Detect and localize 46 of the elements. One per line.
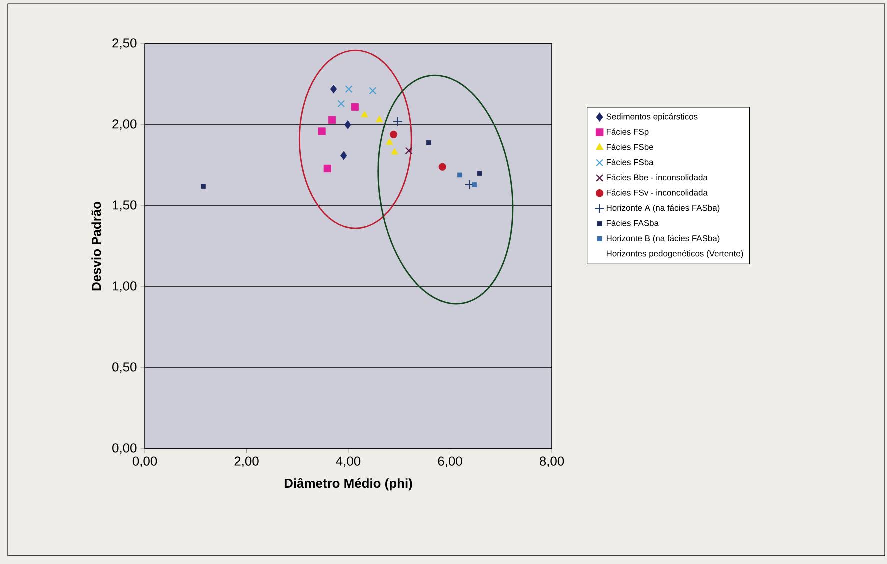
- x-tick-label: 0,00: [132, 456, 158, 468]
- point: [340, 151, 348, 160]
- point: [328, 116, 336, 124]
- y-axis-title: Desvio Padrão: [92, 202, 102, 291]
- point: [391, 148, 398, 155]
- legend-label: Fácies FSba: [606, 159, 654, 166]
- point: [361, 111, 368, 118]
- x-tick-label: 4,00: [336, 456, 361, 468]
- legend-label: Fácies Bbe - inconsolidada: [606, 174, 708, 181]
- point: [324, 164, 332, 173]
- point: [345, 86, 353, 94]
- y-tick-label: 2,00: [112, 120, 137, 130]
- point: [351, 103, 359, 111]
- x-axis-title: Diâmetro Médio (phi): [284, 478, 412, 491]
- point: [344, 120, 352, 130]
- point: [386, 138, 394, 145]
- text: Horizontes pedogenéticos (Vertente): [606, 250, 744, 258]
- point: [338, 100, 346, 108]
- point: [330, 84, 338, 94]
- legend-label: Horizonte A (na fácies FASba): [606, 204, 720, 213]
- legend-label: Fácies FASba: [606, 220, 659, 226]
- point: [390, 130, 398, 138]
- x-tick-label: 6,00: [438, 456, 462, 468]
- y-tick-label: 2,50: [112, 38, 137, 50]
- legend-label: Horizonte B (na fácies FASba): [606, 235, 720, 244]
- point: [369, 87, 377, 95]
- point: [405, 147, 413, 155]
- y-tick-label: 0,00: [112, 444, 137, 454]
- legend-label: Fácies FSp: [606, 128, 649, 137]
- point: [201, 184, 206, 189]
- point: [318, 128, 326, 136]
- point: [438, 163, 446, 171]
- point: [458, 172, 462, 178]
- legend-label: Fácies FSv - inconcolidada: [606, 190, 708, 196]
- point: [472, 182, 478, 188]
- point: [392, 116, 403, 127]
- x-tick-label: 2,00: [234, 456, 259, 468]
- point: [477, 171, 482, 176]
- y-tick-label: 0,50: [112, 362, 137, 374]
- legend-label: Sedimentos epicársticos: [606, 113, 698, 122]
- point: [376, 116, 384, 122]
- point: [426, 140, 432, 146]
- x-tick-label: 8,00: [540, 456, 564, 468]
- y-tick-label: 1,00: [113, 282, 137, 292]
- legend-label: Fácies FSbe: [606, 144, 654, 150]
- y-tick-label: 1,50: [113, 200, 137, 212]
